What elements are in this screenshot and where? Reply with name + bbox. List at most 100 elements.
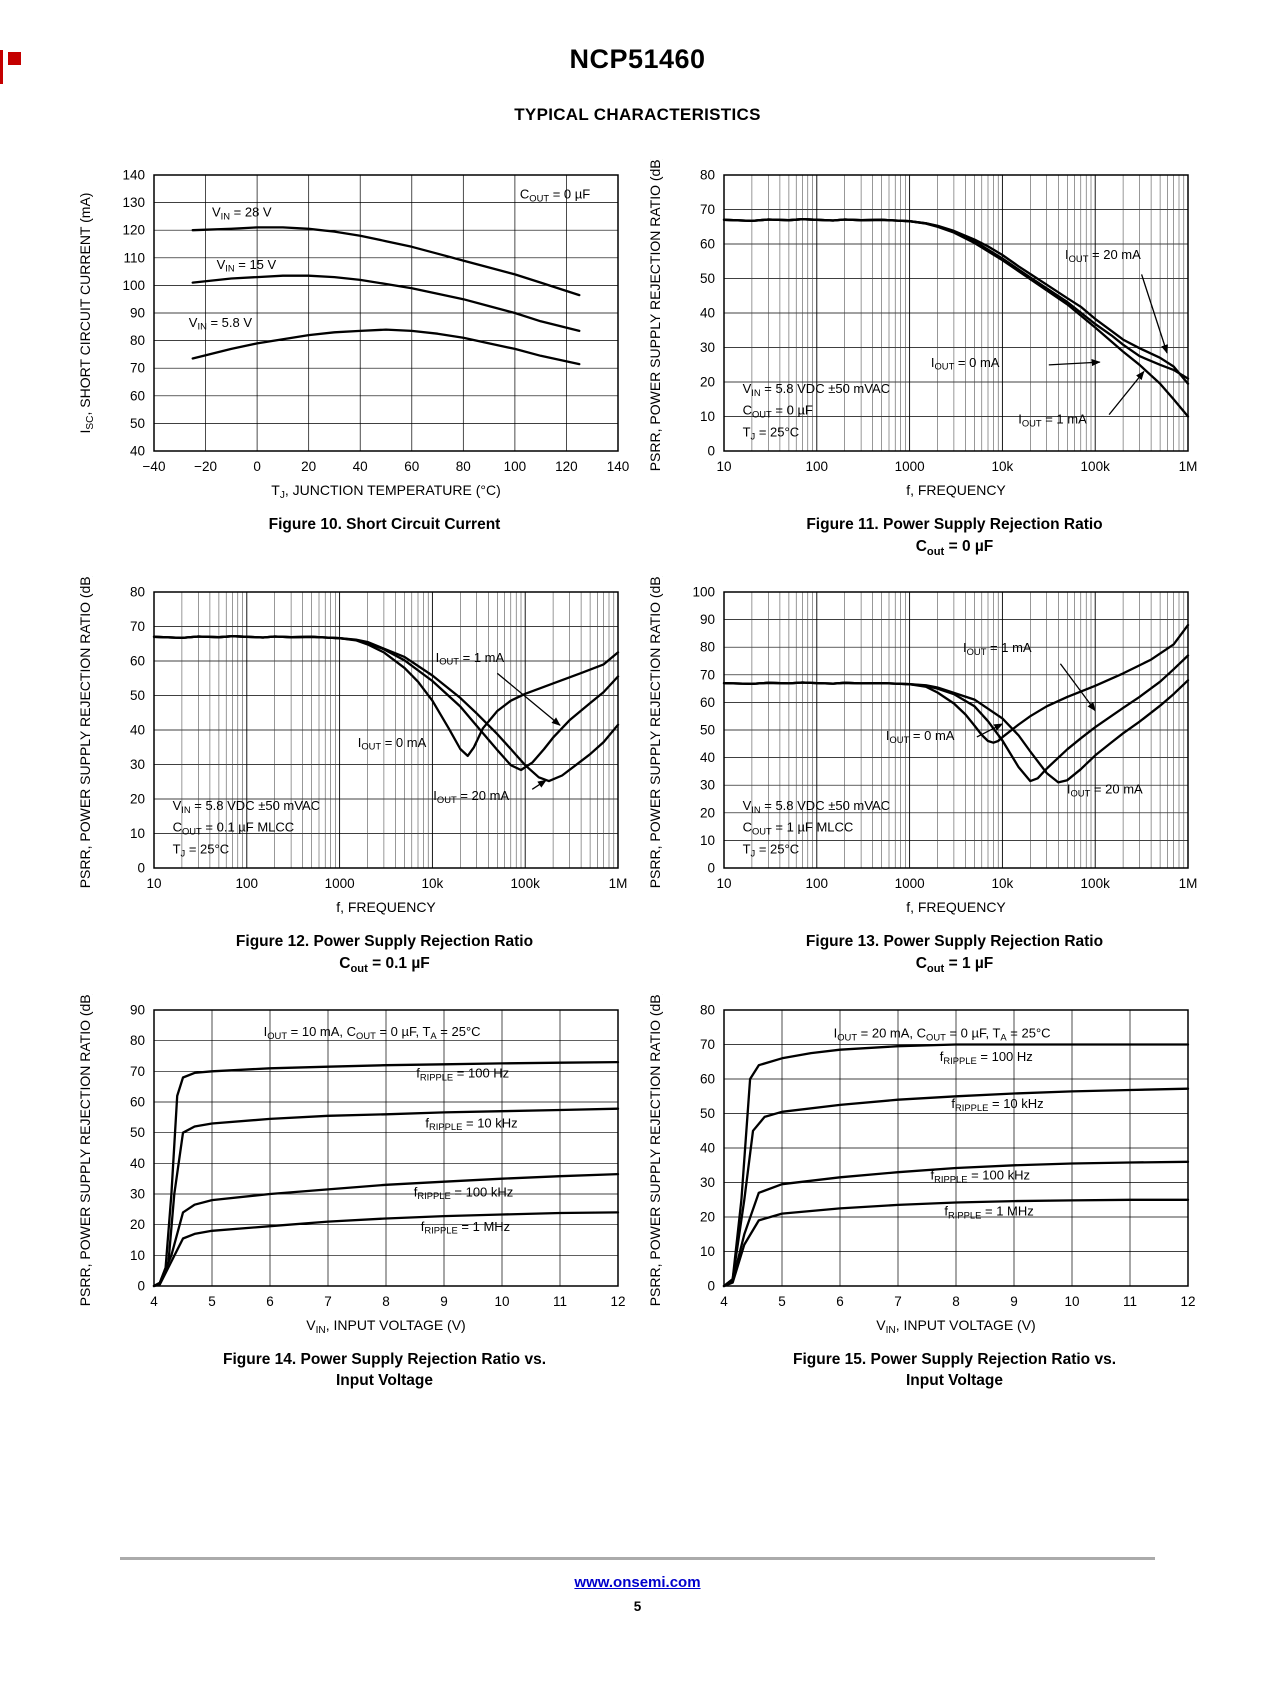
svg-text:7: 7	[894, 1294, 902, 1309]
annotation-arrow	[531, 780, 547, 791]
svg-text:4: 4	[150, 1294, 158, 1309]
svg-text:90: 90	[699, 612, 714, 627]
grid	[722, 591, 1189, 870]
svg-text:110: 110	[123, 250, 145, 265]
curve-2	[152, 1172, 619, 1287]
svg-text:80: 80	[699, 1002, 714, 1017]
svg-text:80: 80	[129, 333, 144, 348]
svg-text:40: 40	[699, 750, 714, 765]
curve-label: COUT = 1 µF MLCC	[742, 820, 853, 837]
curve-label: COUT = 0 µF	[742, 403, 812, 420]
curves	[152, 1060, 619, 1287]
svg-text:70: 70	[699, 1037, 714, 1052]
curve-label: fRIPPLE = 100 kHz	[413, 1184, 513, 1201]
svg-text:0: 0	[707, 444, 715, 459]
svg-text:10: 10	[129, 826, 144, 841]
y-axis-label: PSRR, POWER SUPPLY REJECTION RATIO (dB)	[647, 576, 663, 888]
svg-text:50: 50	[699, 723, 714, 738]
curve-label: COUT = 0 µF	[519, 187, 589, 204]
curve-label: fRIPPLE = 1 MHz	[944, 1203, 1033, 1220]
x-axis-label: TJ, JUNCTION TEMPERATURE (°C)	[271, 482, 500, 501]
svg-text:10: 10	[1064, 1294, 1079, 1309]
svg-text:1M: 1M	[608, 876, 627, 891]
curve-label: VIN = 28 V	[212, 204, 272, 221]
svg-text:10: 10	[716, 876, 731, 891]
svg-text:80: 80	[699, 640, 714, 655]
page-header: NCP51460 TYPICAL CHARACTERISTICS	[0, 44, 1275, 125]
svg-text:70: 70	[699, 202, 714, 217]
svg-text:8: 8	[382, 1294, 390, 1309]
figure-fig13: IOUT = 1 mA IOUT = 0 mA IOUT = 20 mA VIN = …	[642, 572, 1204, 977]
svg-text:1000: 1000	[324, 876, 354, 891]
svg-text:10: 10	[699, 409, 714, 424]
grid	[722, 174, 1189, 452]
svg-text:80: 80	[455, 459, 470, 474]
y-axis-label: ISC, SHORT CIRCUIT CURRENT (mA)	[77, 193, 96, 434]
grid	[152, 174, 619, 452]
svg-text:100k: 100k	[510, 876, 540, 891]
page-number: 5	[633, 1599, 642, 1614]
print-mark	[8, 52, 21, 65]
tick-labels: −40 −20 0 20 40 60 80 100 120 140 40 50 60 70 80 90 100 1…	[122, 168, 629, 475]
curve-label: VIN = 15 V	[216, 257, 276, 274]
annotations: COUT = 0 µF VIN = 28 V VIN = 15 V VIN = 5.8…	[188, 187, 589, 332]
svg-text:10: 10	[129, 1248, 144, 1263]
svg-text:20: 20	[699, 806, 714, 821]
footer-link[interactable]: www.onsemi.com	[574, 1574, 701, 1591]
svg-text:60: 60	[129, 388, 144, 403]
curve-label: IOUT = 20 mA	[1065, 247, 1141, 264]
svg-text:7: 7	[324, 1294, 332, 1309]
chart-canvas-fig12: IOUT = 1 mA IOUT = 0 mA IOUT = 20 mA VIN = …	[77, 572, 627, 915]
curve-label: IOUT = 1 mA	[1018, 411, 1087, 428]
svg-text:11: 11	[552, 1294, 566, 1309]
svg-text:6: 6	[836, 1294, 844, 1309]
y-axis-label: PSRR, POWER SUPPLY REJECTION RATIO (dB)	[647, 994, 663, 1306]
svg-text:10: 10	[699, 1244, 714, 1259]
x-axis-label: f, FREQUENCY	[906, 482, 1006, 498]
annotation-arrow	[1048, 358, 1101, 367]
curve-label: VIN = 5.8 VDC ±50 mVAC	[742, 798, 889, 815]
annotation-arrow	[976, 723, 1003, 738]
curve-1	[191, 274, 580, 333]
svg-text:100: 100	[122, 278, 145, 293]
svg-text:12: 12	[610, 1294, 625, 1309]
curve-label: IOUT = 0 mA	[930, 355, 999, 372]
curves	[722, 218, 1189, 418]
svg-text:30: 30	[129, 1186, 144, 1201]
figure-caption: Figure 13. Power Supply Rejection Ratio C…	[805, 933, 1104, 976]
x-axis-label: VIN, INPUT VOLTAGE (V)	[876, 1317, 1035, 1336]
annotations: IOUT = 1 mA IOUT = 0 mA IOUT = 20 mA VIN = …	[172, 650, 509, 859]
svg-text:60: 60	[129, 1094, 144, 1109]
curve-label: fRIPPLE = 100 Hz	[416, 1065, 509, 1082]
curve-label: IOUT = 10 mA, COUT = 0 µF, TA = 25°C	[263, 1024, 480, 1041]
chart-canvas-fig11: IOUT = 20 mA IOUT = 0 mA IOUT = 1 mA VIN = …	[647, 155, 1197, 498]
plot-border	[152, 1009, 619, 1287]
svg-text:130: 130	[122, 195, 145, 210]
svg-text:50: 50	[699, 271, 714, 286]
svg-text:10k: 10k	[421, 876, 443, 891]
plot-border	[722, 1009, 1189, 1287]
curve-2	[722, 1160, 1189, 1287]
svg-text:10: 10	[146, 876, 161, 891]
svg-text:100k: 100k	[1080, 459, 1110, 474]
plot-border	[722, 174, 1189, 452]
figure-fig11: IOUT = 20 mA IOUT = 0 mA IOUT = 1 mA VIN = …	[642, 155, 1204, 560]
annotation-arrow	[1059, 663, 1096, 712]
svg-text:140: 140	[122, 168, 145, 183]
svg-text:5: 5	[208, 1294, 216, 1309]
tick-labels: 4 5 6 7 8 9 10 11 12 0 10 20 30 40 50 60 70 80	[699, 1002, 1195, 1309]
curves	[152, 635, 619, 783]
svg-text:50: 50	[129, 688, 144, 703]
svg-text:30: 30	[699, 1175, 714, 1190]
curve-label: fRIPPLE = 10 kHz	[425, 1115, 517, 1132]
svg-text:10: 10	[494, 1294, 509, 1309]
svg-text:30: 30	[129, 757, 144, 772]
svg-text:80: 80	[129, 585, 144, 600]
svg-text:120: 120	[122, 223, 145, 238]
svg-text:0: 0	[137, 1278, 145, 1293]
svg-text:6: 6	[266, 1294, 274, 1309]
svg-text:70: 70	[129, 1064, 144, 1079]
chart-canvas-fig15: IOUT = 20 mA, COUT = 0 µF, TA = 25°C fRIP…	[647, 989, 1196, 1336]
x-axis-label: VIN, INPUT VOLTAGE (V)	[306, 1317, 465, 1336]
